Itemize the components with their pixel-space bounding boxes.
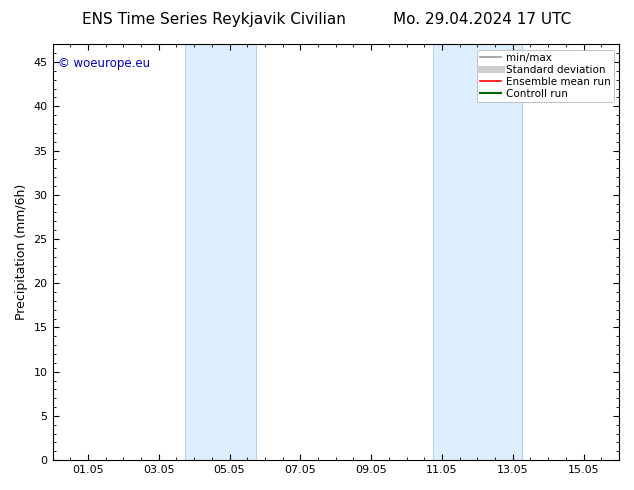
Bar <box>433 45 522 460</box>
Text: Mo. 29.04.2024 17 UTC: Mo. 29.04.2024 17 UTC <box>393 12 571 27</box>
Legend: min/max, Standard deviation, Ensemble mean run, Controll run: min/max, Standard deviation, Ensemble me… <box>477 49 614 102</box>
Y-axis label: Precipitation (mm/6h): Precipitation (mm/6h) <box>15 184 28 320</box>
Text: © woeurope.eu: © woeurope.eu <box>58 57 150 70</box>
Bar <box>185 45 256 460</box>
Text: ENS Time Series Reykjavik Civilian: ENS Time Series Reykjavik Civilian <box>82 12 346 27</box>
